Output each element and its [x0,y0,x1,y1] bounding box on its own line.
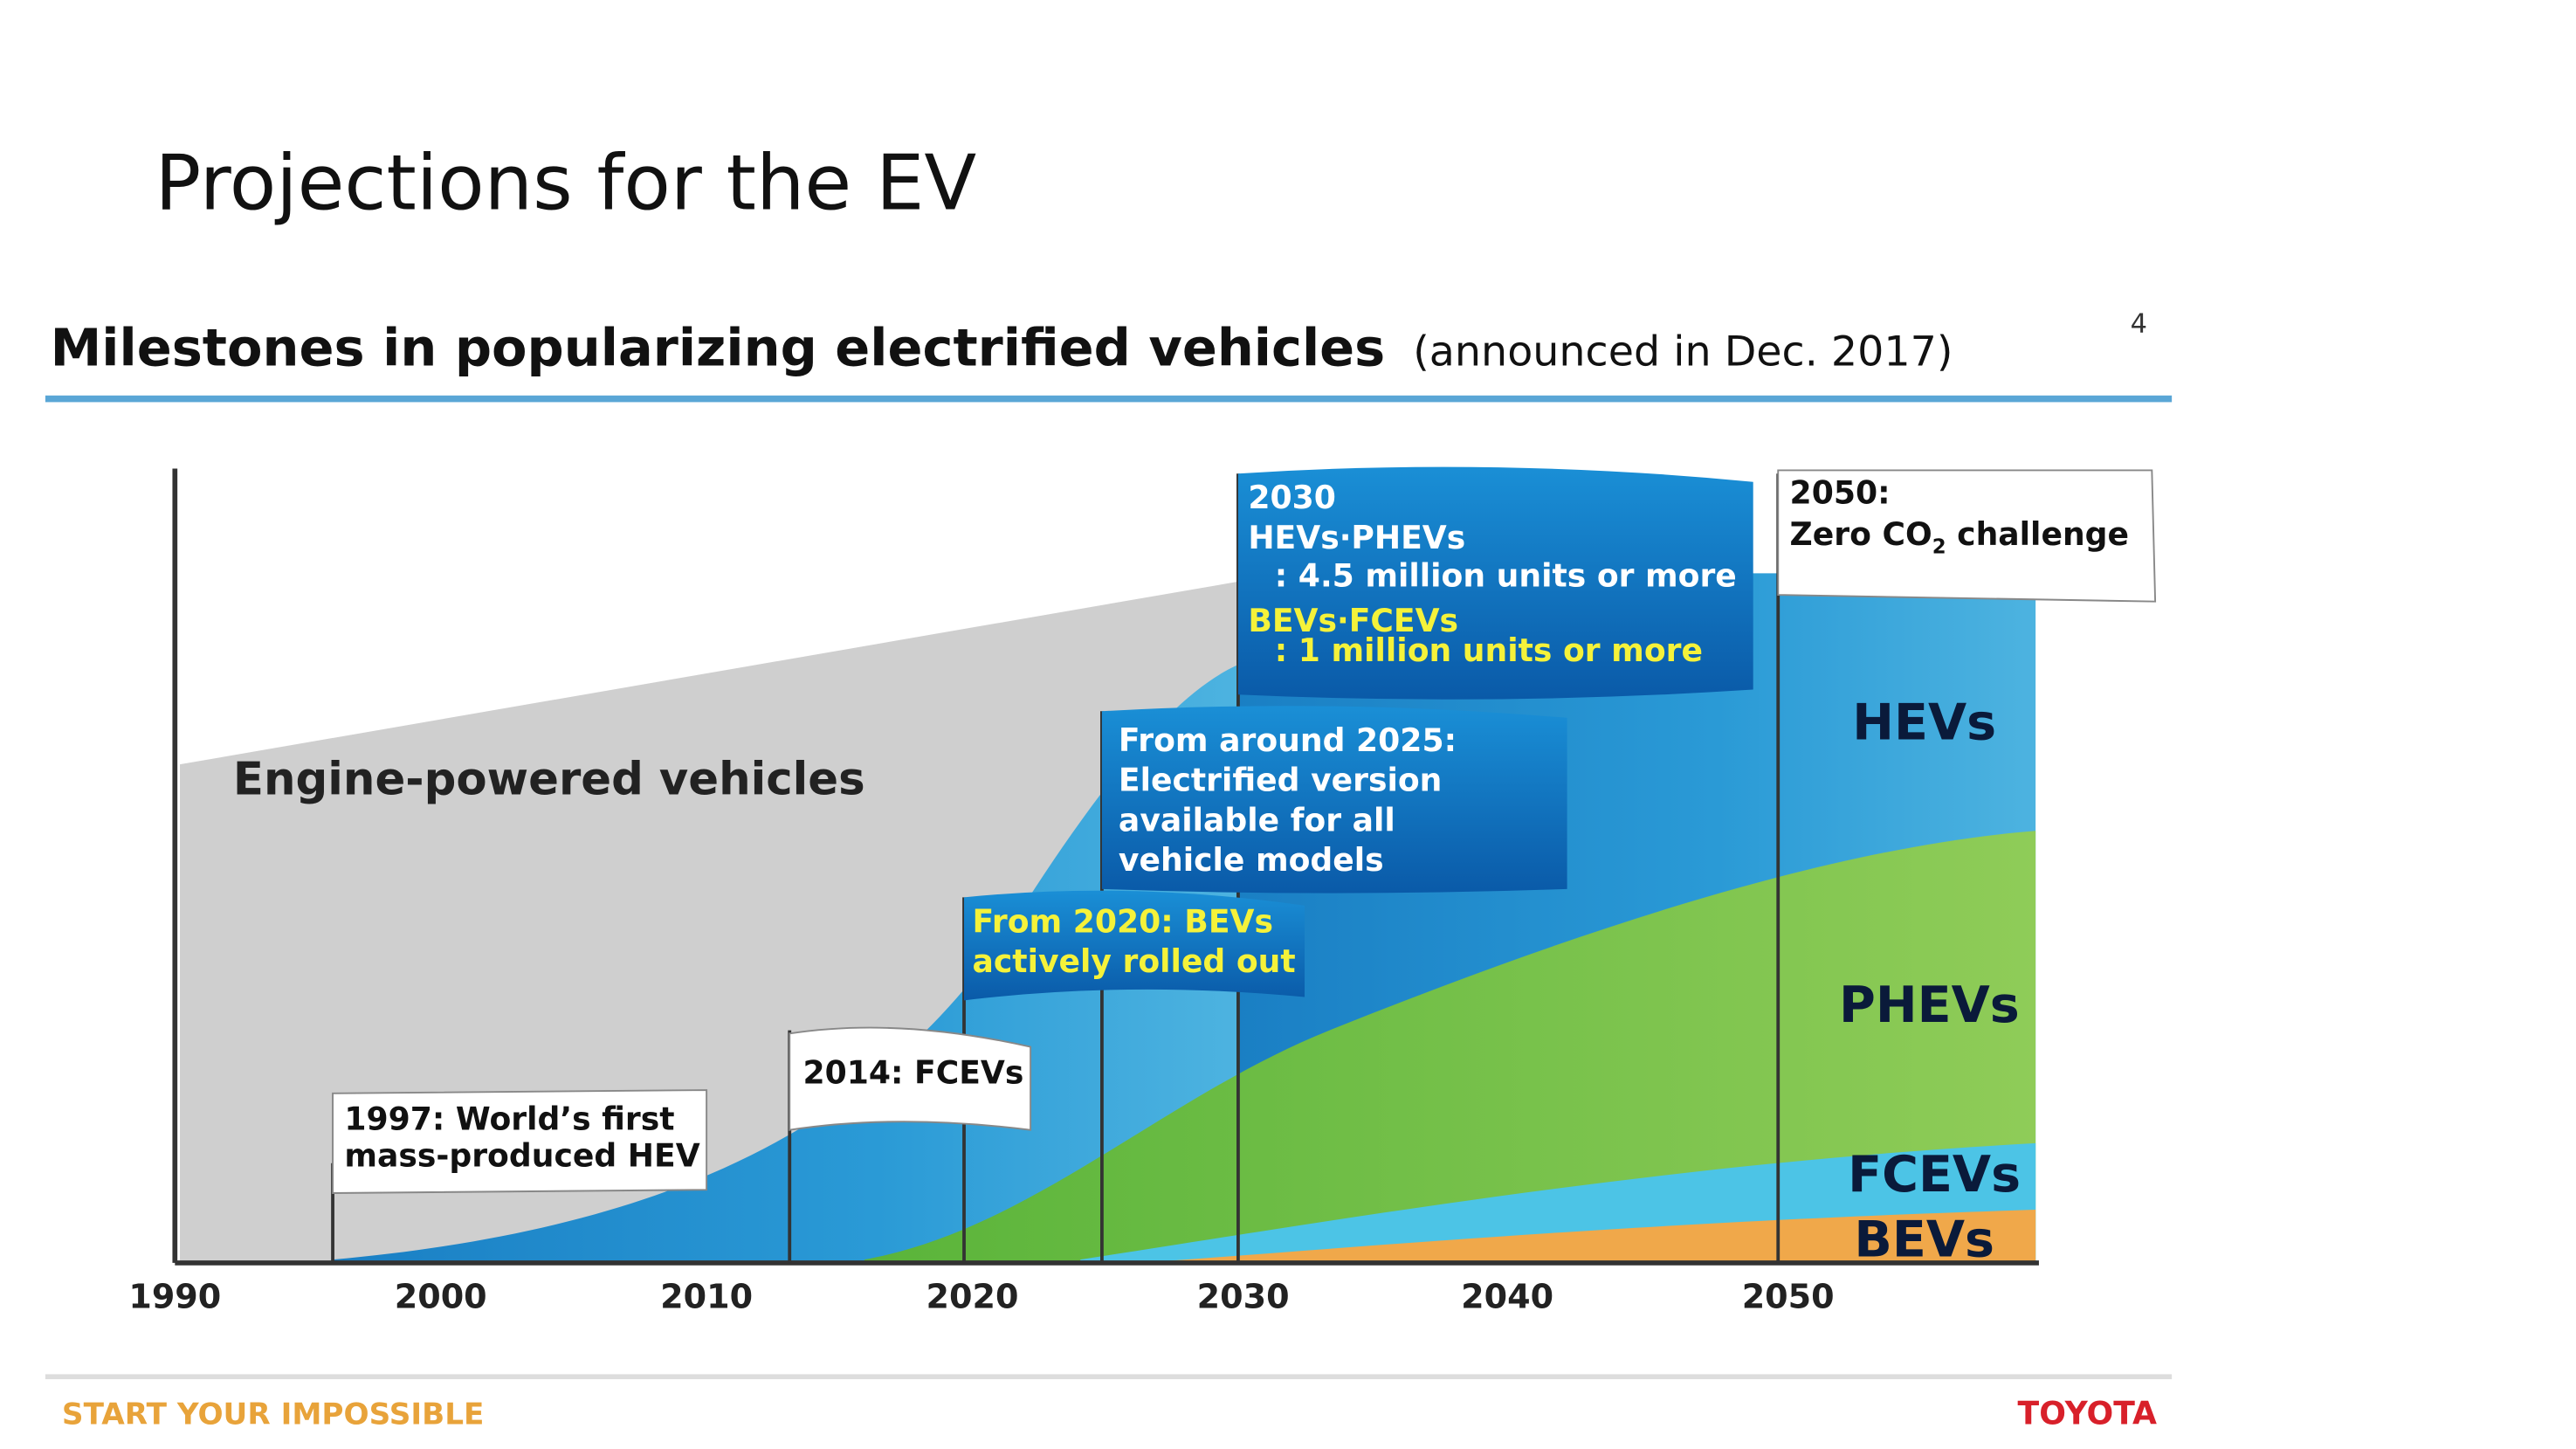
tagline: START YOUR IMPOSSIBLE [62,1397,485,1432]
chart-subtitle: (announced in Dec. 2017) [1413,328,1953,376]
flag-text: available for all [1119,801,1395,838]
flag-text: 2030 [1248,479,1336,516]
flag-text: vehicle models [1119,841,1384,879]
year-label: 1990 [128,1277,221,1315]
footer-rule [45,1374,2173,1380]
flag-text: BEVs·FCEVs [1248,602,1458,639]
flag-text: 1997: World’s first [344,1101,674,1138]
flag-text: From 2020: BEVs [973,902,1273,940]
chart-title-main: Milestones in popularizing electrified v… [51,318,1386,378]
flag-text: 2050: [1790,473,1891,511]
segment-label: PHEVs [1839,976,2020,1034]
flag-text: HEVs·PHEVs [1248,519,1465,556]
flag-text-part: Zero CO [1790,515,1932,553]
segment-label: FCEVs [1848,1146,2021,1204]
flag-text: actively rolled out [973,942,1296,980]
flag [964,890,1305,1001]
segment-label: BEVs [1854,1211,1994,1268]
year-label: 2040 [1461,1277,1553,1315]
slide-title: Projections for the EV [155,139,976,228]
flag-text: Zero CO2 challenge [1790,515,2129,559]
brand: TOYOTA [2018,1394,2157,1432]
flag [789,1026,1032,1131]
year-label: 2010 [660,1277,753,1315]
bev-area [1163,1210,2036,1263]
flag-text: mass-produced HEV [344,1137,699,1175]
flag [1237,466,1753,700]
flag-text: From around 2025: [1119,721,1457,759]
flag-text: Electrified version [1119,762,1442,799]
segment-label: HEVs [1852,694,1996,752]
flag [332,1089,708,1194]
phev-area [864,831,2036,1263]
flag-text: : 4.5 million units or more [1275,557,1737,595]
year-label: 2020 [926,1277,1019,1315]
year-label: 2050 [1742,1277,1835,1315]
flag-subscript: 2 [1932,536,1946,559]
year-label: 2000 [395,1277,487,1315]
region-label: Engine-powered vehicles [233,753,865,805]
chart-title: Milestones in popularizing electrified v… [51,318,1953,378]
flag [1777,469,2157,603]
title-rule [45,395,2173,403]
flag-text: 2014: FCEVs [802,1053,1023,1091]
flag [1101,706,1567,894]
page-number: 4 [2131,309,2147,340]
year-label: 2030 [1197,1277,1290,1315]
flag-text-part: challenge [1946,515,2129,553]
flag-text: : 1 million units or more [1275,631,1703,669]
